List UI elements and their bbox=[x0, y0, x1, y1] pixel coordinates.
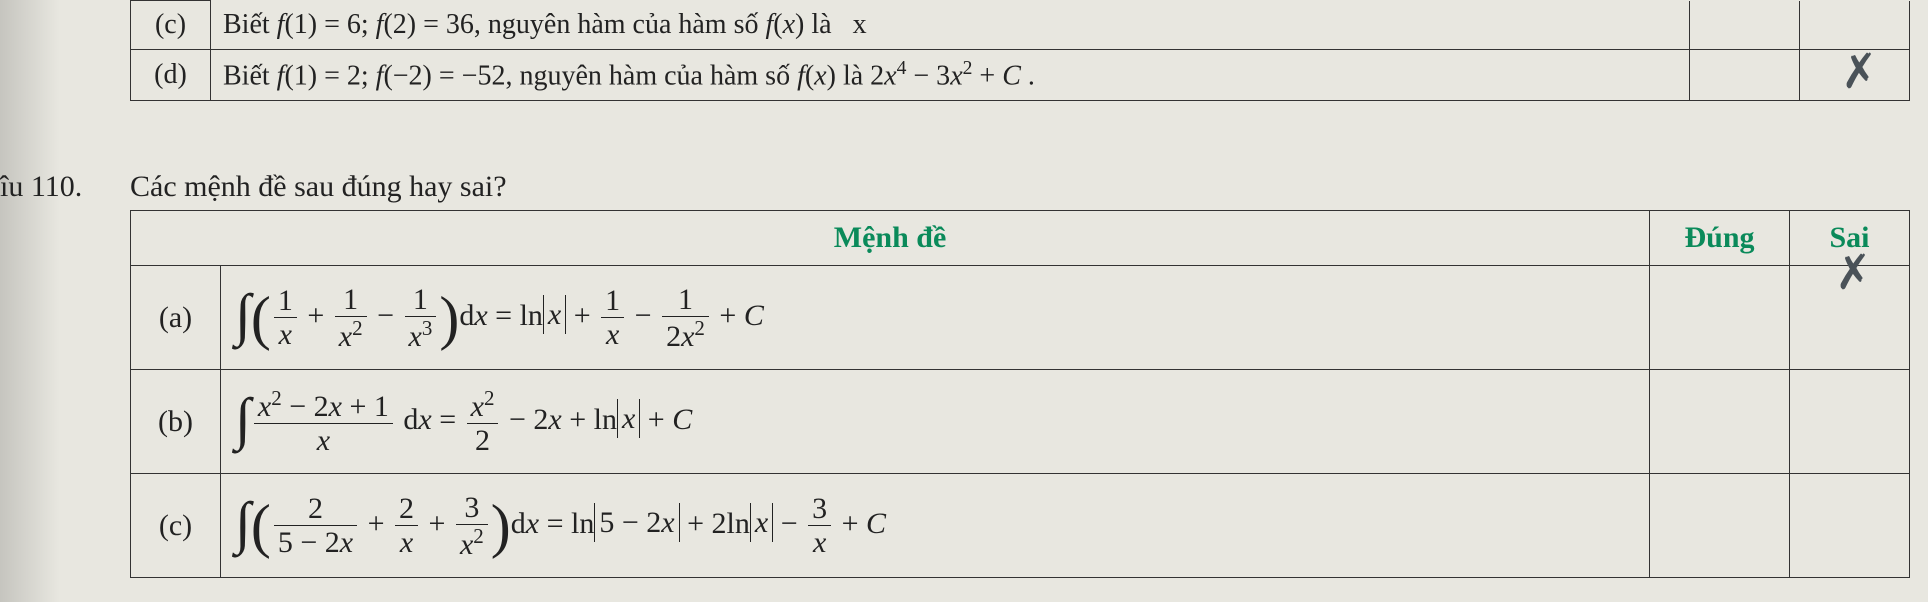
question-number: îu 110. bbox=[0, 170, 82, 204]
header-sai: Sai ✗ bbox=[1790, 211, 1910, 266]
prev-row-c: (c) Biết f(1) = 6; f(2) = 36, nguyên hàm… bbox=[131, 1, 1910, 50]
row-b-dung bbox=[1650, 370, 1790, 474]
prev-d-sai: ✗ bbox=[1800, 50, 1910, 101]
row-a-content: ∫(1x + 1x2 − 1x3)dx = lnx + 1x − 12x2 + … bbox=[220, 266, 1649, 370]
prev-question-table: (c) Biết f(1) = 6; f(2) = 36, nguyên hàm… bbox=[130, 0, 1910, 101]
row-c-content: ∫(25 − 2x + 2x + 3x2)dx = ln5 − 2x + 2ln… bbox=[220, 474, 1649, 578]
text: Biết bbox=[223, 9, 277, 40]
prev-c-sai bbox=[1800, 1, 1910, 50]
row-b-label: (b) bbox=[131, 370, 221, 474]
prev-c-content: Biết f(1) = 6; f(2) = 36, nguyên hàm của… bbox=[210, 1, 1689, 50]
text: là bbox=[836, 60, 870, 91]
prev-row-d: (d) Biết f(1) = 2; f(−2) = −52, nguyên h… bbox=[131, 50, 1910, 101]
header-dung: Đúng bbox=[1650, 211, 1790, 266]
row-b: (b) ∫x2 − 2x + 1x dx = x22 − 2x + lnx + … bbox=[131, 370, 1910, 474]
row-c-sai bbox=[1790, 474, 1910, 578]
row-c-label: (c) bbox=[131, 474, 221, 578]
page: (c) Biết f(1) = 6; f(2) = 36, nguyên hàm… bbox=[0, 0, 1928, 602]
text: là x bbox=[804, 9, 866, 40]
text: Biết bbox=[223, 60, 277, 91]
prev-c-dung bbox=[1690, 1, 1800, 50]
prev-d-content: Biết f(1) = 2; f(−2) = −52, nguyên hàm c… bbox=[210, 50, 1689, 101]
prev-d-label: (d) bbox=[131, 50, 211, 101]
row-b-sai bbox=[1790, 370, 1910, 474]
integral-sign: ∫ bbox=[235, 500, 251, 546]
row-b-content: ∫x2 − 2x + 1x dx = x22 − 2x + lnx + C bbox=[220, 370, 1649, 474]
text: , nguyên hàm của hàm số bbox=[505, 60, 797, 91]
row-a-dung bbox=[1650, 266, 1790, 370]
text: , nguyên hàm của hàm số bbox=[474, 9, 766, 40]
prev-d-dung bbox=[1690, 50, 1800, 101]
row-c: (c) ∫(25 − 2x + 2x + 3x2)dx = ln5 − 2x +… bbox=[131, 474, 1910, 578]
integral-sign: ∫ bbox=[235, 292, 251, 338]
handwritten-x-mark: ✗ bbox=[1838, 42, 1881, 99]
question-prompt: Các mệnh đề sau đúng hay sai? bbox=[130, 170, 507, 204]
row-a-label: (a) bbox=[131, 266, 221, 370]
q110-table: Mệnh đề Đúng Sai ✗ (a) ∫(1x + 1x2 − 1x3)… bbox=[130, 210, 1910, 578]
row-a: (a) ∫(1x + 1x2 − 1x3)dx = lnx + 1x − 12x… bbox=[131, 266, 1910, 370]
math: f bbox=[277, 9, 285, 40]
table-header-row: Mệnh đề Đúng Sai ✗ bbox=[131, 211, 1910, 266]
row-a-sai bbox=[1790, 266, 1910, 370]
header-menhde: Mệnh đề bbox=[131, 211, 1650, 266]
row-c-dung bbox=[1650, 474, 1790, 578]
page-shadow bbox=[0, 0, 60, 602]
integral-sign: ∫ bbox=[235, 396, 251, 442]
prev-c-label: (c) bbox=[131, 1, 211, 50]
